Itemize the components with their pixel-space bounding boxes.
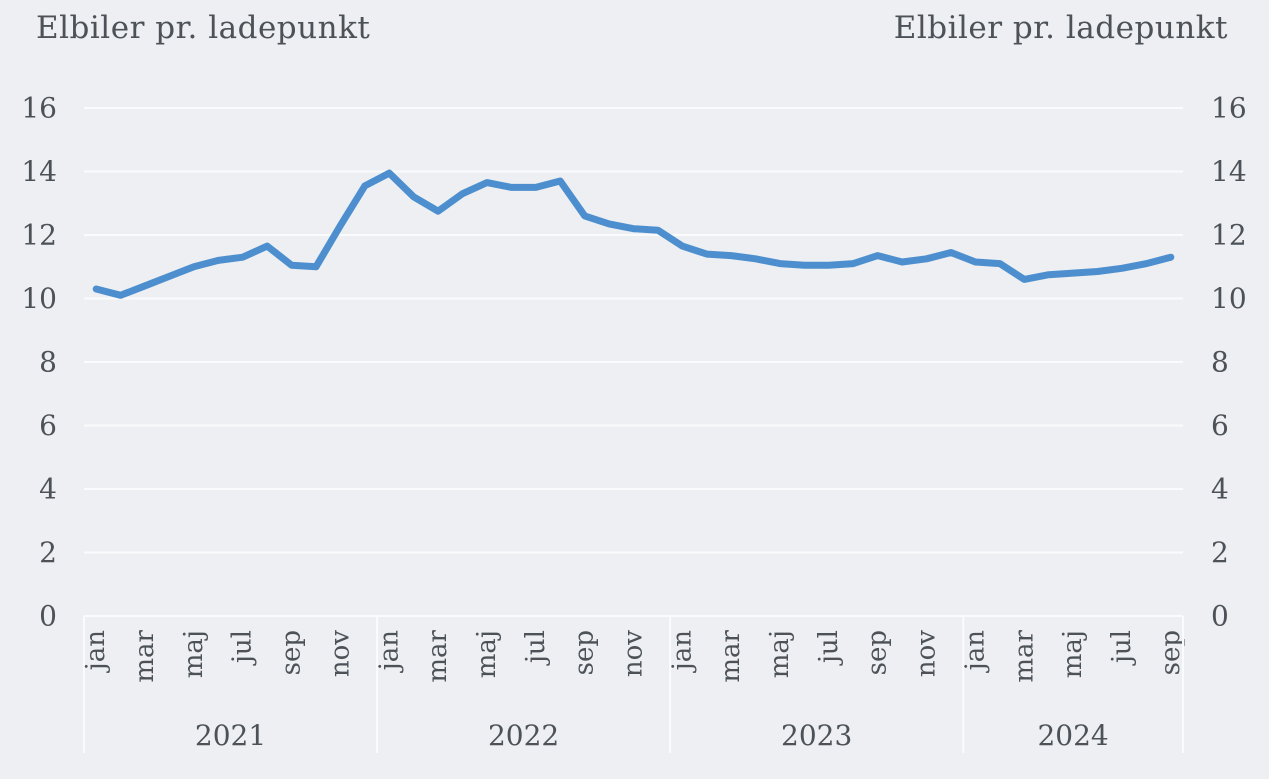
x-axis-month-tick-label: nov bbox=[912, 630, 942, 677]
y-axis-left-tick-label: 4 bbox=[39, 473, 57, 506]
y-axis-right-tick-label: 14 bbox=[1211, 155, 1247, 188]
data-line-elbiler-pr-ladepunkt bbox=[92, 169, 1175, 299]
x-axis-month-tick-label: maj bbox=[472, 630, 502, 678]
chart-title-right: Elbiler pr. ladepunkt bbox=[893, 10, 1228, 46]
y-axis-right-tick-label: 4 bbox=[1211, 473, 1229, 506]
x-axis-month-tick-label: mar bbox=[716, 629, 746, 682]
x-axis-month-tick-label: nov bbox=[619, 630, 649, 677]
x-axis-month-tick-label: jul bbox=[814, 630, 844, 666]
x-axis-month-tick-label: mar bbox=[1009, 629, 1039, 682]
y-axis-left-tick-label: 10 bbox=[21, 282, 57, 315]
x-axis-year-label: 2024 bbox=[1037, 719, 1108, 752]
y-axis-right-tick-label: 2 bbox=[1211, 536, 1229, 569]
y-axis-left-tick-label: 12 bbox=[21, 219, 57, 252]
y-axis-left-tick-label: 0 bbox=[39, 600, 57, 633]
x-axis-month-tick-label: jan bbox=[81, 630, 111, 674]
x-axis-month-tick-label: sep bbox=[863, 630, 893, 675]
y-axis-left-tick-label: 6 bbox=[39, 409, 57, 442]
y-axis-right-tick-label: 10 bbox=[1211, 282, 1247, 315]
x-axis-month-tick-label: sep bbox=[277, 630, 307, 675]
y-axis-left-tick-label: 8 bbox=[39, 346, 57, 379]
x-axis-month-tick-label: mar bbox=[423, 629, 453, 682]
x-axis-month-tick-label: sep bbox=[1156, 630, 1186, 675]
y-axis-right-tick-label: 6 bbox=[1211, 409, 1229, 442]
x-axis-year-label: 2021 bbox=[195, 719, 266, 752]
x-axis-year-label: 2023 bbox=[781, 719, 852, 752]
x-axis-month-tick-label: jul bbox=[228, 630, 258, 666]
x-axis-month-tick-label: jan bbox=[960, 630, 990, 674]
y-axis-left-tick-label: 16 bbox=[21, 92, 57, 125]
x-axis-month-tick-label: maj bbox=[765, 630, 795, 678]
x-axis-month-tick-label: jan bbox=[667, 630, 697, 674]
x-axis-year-label: 2022 bbox=[488, 719, 559, 752]
y-axis-left-tick-label: 2 bbox=[39, 536, 57, 569]
x-axis-month-tick-label: jul bbox=[1107, 630, 1137, 666]
x-axis-month-tick-label: maj bbox=[179, 630, 209, 678]
x-axis-month-tick-label: nov bbox=[325, 630, 355, 677]
x-axis-month-tick-label: jul bbox=[521, 630, 551, 666]
y-axis-right-tick-label: 12 bbox=[1211, 219, 1247, 252]
x-axis-month-tick-label: sep bbox=[570, 630, 600, 675]
x-axis-month-tick-label: maj bbox=[1058, 630, 1088, 678]
chart-title-left: Elbiler pr. ladepunkt bbox=[36, 10, 371, 46]
x-axis-month-tick-label: jan bbox=[374, 630, 404, 674]
y-axis-left-tick-label: 14 bbox=[21, 155, 57, 188]
y-axis-right-tick-label: 16 bbox=[1211, 92, 1247, 125]
y-axis-right-tick-label: 0 bbox=[1211, 600, 1229, 633]
y-axis-right-tick-label: 8 bbox=[1211, 346, 1229, 379]
x-axis-month-tick-label: mar bbox=[130, 629, 160, 682]
